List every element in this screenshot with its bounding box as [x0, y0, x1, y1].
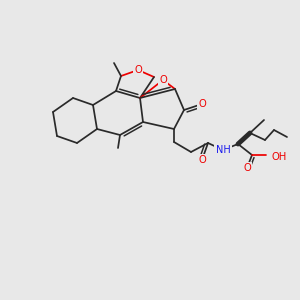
Text: O: O [198, 155, 206, 165]
Text: OH: OH [271, 152, 286, 162]
Text: O: O [243, 163, 251, 173]
Text: O: O [159, 75, 167, 85]
Text: O: O [134, 65, 142, 75]
Text: NH: NH [215, 145, 230, 155]
Text: O: O [198, 99, 206, 109]
Text: NH: NH [216, 145, 230, 155]
